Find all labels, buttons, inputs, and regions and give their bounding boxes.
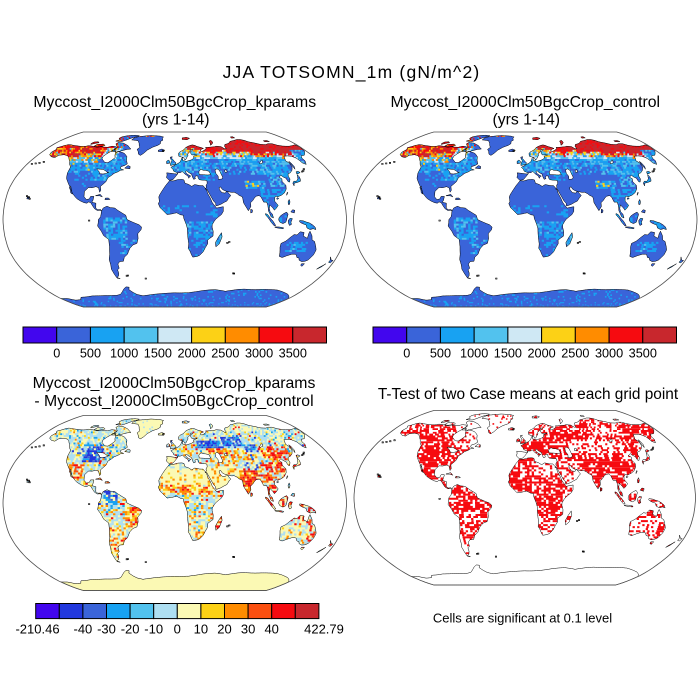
svg-text:(yrs 1-14): (yrs 1-14) [142,112,210,129]
svg-text:JJA TOTSOMN_1m (gN/m^2): JJA TOTSOMN_1m (gN/m^2) [223,62,481,83]
svg-text:500: 500 [430,347,451,361]
svg-text:1500: 1500 [494,347,522,361]
svg-text:1500: 1500 [144,347,172,361]
svg-text:3000: 3000 [245,347,273,361]
svg-text:Myccost_I2000Clm50BgcCrop_kpar: Myccost_I2000Clm50BgcCrop_kparams [33,375,316,392]
svg-text:3500: 3500 [629,347,657,361]
svg-text:0: 0 [174,622,181,637]
svg-text:500: 500 [80,347,101,361]
svg-text:(yrs 1-14): (yrs 1-14) [492,112,560,129]
svg-text:10: 10 [194,622,208,637]
svg-text:- Myccost_I2000Clm50BgcCrop_co: - Myccost_I2000Clm50BgcCrop_control [34,393,313,410]
svg-text:-10: -10 [144,622,163,637]
svg-text:40: 40 [264,622,278,637]
svg-text:2500: 2500 [561,347,589,361]
svg-text:Cells are significant at 0.1 l: Cells are significant at 0.1 level [433,611,612,626]
svg-text:1000: 1000 [460,347,488,361]
svg-text:Myccost_I2000Clm50BgcCrop_cont: Myccost_I2000Clm50BgcCrop_control [390,94,660,111]
svg-text:0: 0 [53,347,60,361]
svg-text:-40: -40 [74,622,93,637]
svg-text:0: 0 [403,347,410,361]
svg-text:-210.46: -210.46 [15,622,59,637]
svg-text:Myccost_I2000Clm50BgcCrop_kpar: Myccost_I2000Clm50BgcCrop_kparams [33,94,316,111]
svg-text:3500: 3500 [279,347,307,361]
svg-text:T-Test of two Case means at ea: T-Test of two Case means at each grid po… [378,386,679,403]
svg-text:1000: 1000 [110,347,138,361]
svg-text:3000: 3000 [595,347,623,361]
svg-text:30: 30 [241,622,255,637]
svg-text:2500: 2500 [211,347,239,361]
svg-text:20: 20 [217,622,231,637]
svg-text:422.79: 422.79 [304,622,344,637]
svg-text:2000: 2000 [527,347,555,361]
svg-text:2000: 2000 [177,347,205,361]
svg-text:-30: -30 [97,622,116,637]
svg-text:-20: -20 [121,622,140,637]
